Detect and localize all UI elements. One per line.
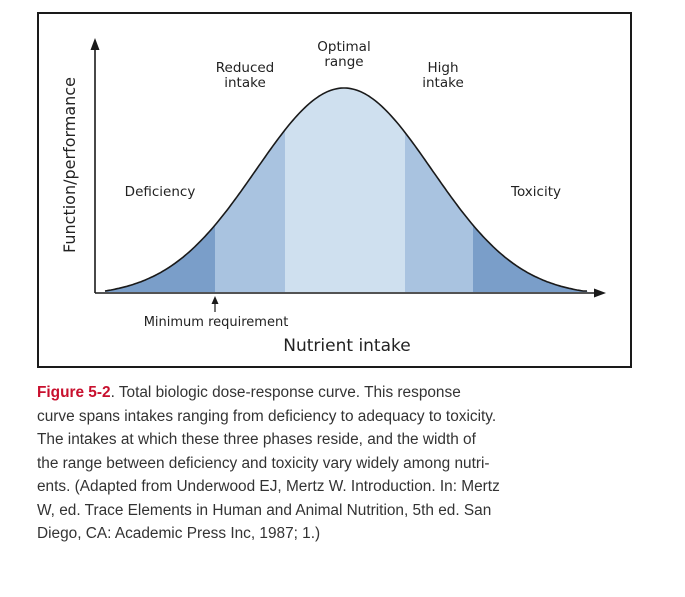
deficiency-label: Deficiency — [125, 184, 196, 200]
band-optimal-range — [285, 88, 405, 292]
curve-bands — [105, 88, 588, 292]
y-axis-label: Function/performance — [60, 77, 79, 253]
figure-label: Figure 5-2 — [37, 384, 111, 401]
dose-response-curve — [104, 87, 587, 292]
figure-frame — [37, 12, 632, 368]
caption-text: . Total biologic dose-response curve. Th… — [110, 384, 461, 401]
y-axis-arrow — [90, 38, 100, 50]
band-high-intake — [405, 88, 473, 292]
optimal-range-label-line1: Optimal — [317, 39, 370, 55]
figure-caption: Figure 5-2. Total biologic dose-response… — [37, 381, 642, 546]
band-toxicity — [473, 88, 588, 292]
caption-line: the range between deficiency and toxicit… — [37, 454, 490, 472]
x-axis-arrow — [594, 288, 606, 298]
optimal-range-label-line2: range — [324, 54, 363, 70]
minimum-requirement-arrowhead — [211, 296, 219, 304]
caption-line: curve spans intakes ranging from deficie… — [37, 407, 497, 425]
reduced-intake-label-line1: Reduced — [216, 60, 275, 76]
caption-line: Figure 5-2. Total biologic dose-response… — [37, 381, 642, 405]
band-reduced-intake — [215, 88, 285, 292]
reduced-intake-label-line2: intake — [224, 75, 266, 91]
dose-response-diagram: Function/performance Nutrient intake Min… — [60, 38, 606, 356]
minimum-requirement-label: Minimum requirement — [144, 315, 289, 330]
caption-line: ents. (Adapted from Underwood EJ, Mertz … — [37, 478, 500, 495]
caption-line: Diego, CA: Academic Press Inc, 1987; 1.) — [37, 525, 321, 542]
x-axis-label: Nutrient intake — [283, 336, 410, 356]
high-intake-label-line2: intake — [422, 75, 464, 91]
toxicity-label: Toxicity — [510, 184, 561, 200]
caption-line: The intakes at which these three phases … — [37, 431, 476, 448]
band-deficiency — [105, 88, 215, 292]
high-intake-label-line1: High — [427, 60, 458, 76]
caption-line: W, ed. Trace Elements in Human and Anima… — [37, 501, 492, 519]
